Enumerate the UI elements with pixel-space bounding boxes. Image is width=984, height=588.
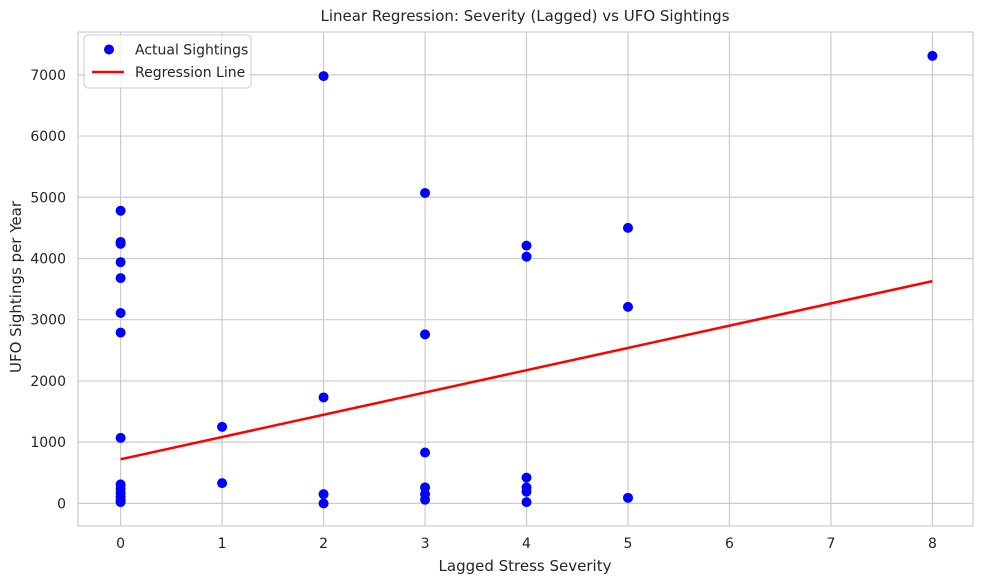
x-tick-label: 3 [421,536,430,552]
scatter-point [521,497,532,508]
grid-layer [78,32,973,526]
scatter-point [521,486,532,497]
scatter-point [521,251,532,262]
y-axis-label: UFO Sightings per Year [7,200,25,373]
tick-labels-layer: 0 1 2 3 4 5 6 7 8 0 1000 2000 3000 4000 5000 6000 7000 [30,68,937,552]
legend-box [83,34,252,89]
scatter-point [318,71,329,82]
scatter-point [115,205,126,216]
scatter-point [318,498,329,509]
scatter-point [115,307,126,318]
scatter-point [420,187,431,198]
regression-line-layer [120,279,933,461]
y-tick-label: 4000 [30,251,66,267]
legend-line-label: Regression Line [135,65,245,81]
legend-scatter-marker [104,44,114,55]
y-tick-label: 6000 [30,129,66,145]
scatter-point [217,478,228,489]
scatter-point [521,240,532,251]
scatter-point [115,273,126,284]
plot-frame [77,31,974,527]
chart-title: Linear Regression: Severity (Lagged) vs … [320,7,729,25]
x-axis-label: Lagged Stress Severity [439,557,612,575]
scatter-point [622,492,633,503]
y-tick-label: 7000 [30,68,66,84]
scatter-point [622,222,633,233]
y-tick-label: 5000 [30,190,66,206]
x-tick-label: 1 [218,536,227,552]
scatter-point [318,489,329,500]
x-tick-label: 2 [319,536,328,552]
scatter-point [115,327,126,338]
scatter-point [420,447,431,458]
scatter-point [420,329,431,340]
scatter-point [927,50,938,61]
x-tick-label: 5 [624,536,633,552]
scatter-point [115,257,126,268]
scatter-point [115,238,126,249]
legend-scatter-label: Actual Sightings [135,43,248,59]
x-tick-label: 7 [826,536,835,552]
scatter-point [622,301,633,312]
scatter-point [521,472,532,483]
scatter-point [318,392,329,403]
y-tick-label: 2000 [30,374,66,390]
x-tick-label: 6 [725,536,734,552]
scatter-point [420,494,431,505]
x-tick-label: 0 [116,536,125,552]
scatter-point [217,421,228,432]
y-tick-label: 0 [57,496,66,512]
scatter-points-layer [115,50,938,509]
legend: Actual Sightings Regression Line [83,34,252,89]
scatter-point [115,432,126,443]
regression-line [120,279,933,461]
x-tick-label: 4 [522,536,531,552]
y-tick-label: 3000 [30,313,66,329]
scatter-point [115,497,126,508]
x-tick-label: 8 [928,536,937,552]
y-tick-label: 1000 [30,435,66,451]
